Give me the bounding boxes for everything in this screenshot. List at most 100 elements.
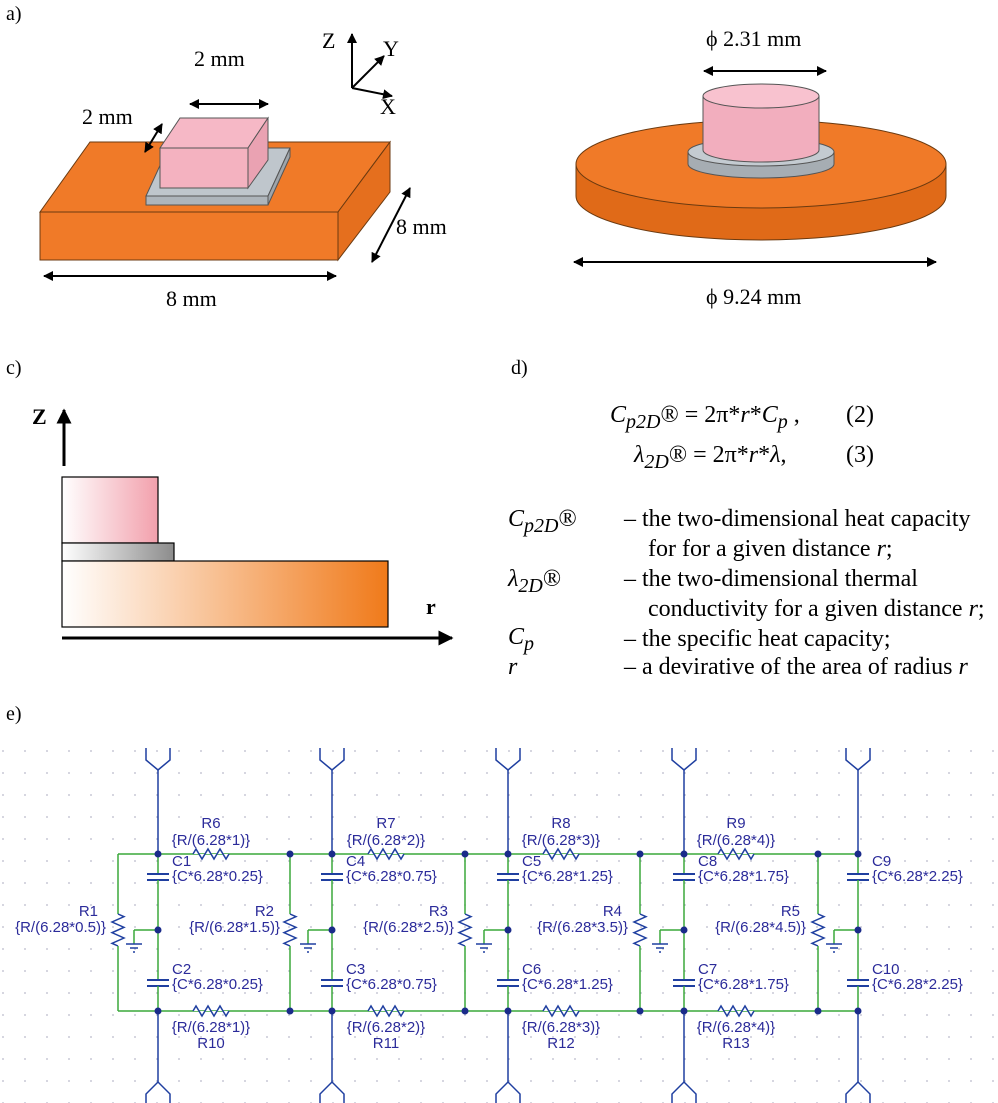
resistor-top-name: R6 bbox=[201, 815, 220, 832]
resistor-bottom-name: R11 bbox=[373, 1035, 399, 1052]
junction-dot bbox=[854, 926, 862, 934]
resistor-vertical-name: R1 bbox=[79, 903, 98, 920]
dim-depth-label: 8 mm bbox=[396, 214, 447, 239]
junction-dot bbox=[680, 926, 688, 934]
resistor-bottom-name: R13 bbox=[722, 1035, 750, 1052]
port-bottom bbox=[845, 1080, 871, 1103]
resistor-bottom-value: {R/(6.28*2)} bbox=[347, 1019, 425, 1036]
legend-symbol: Cp2D® bbox=[508, 506, 577, 537]
capacitor-bottom-name: C2 bbox=[172, 961, 191, 978]
resistor-vertical bbox=[457, 913, 473, 947]
junction-dot bbox=[328, 1007, 336, 1015]
schematic-grid bbox=[0, 732, 998, 1103]
resistor-top-value: {R/(6.28*1)} bbox=[172, 832, 250, 849]
dim-top-label: 2 mm bbox=[194, 46, 245, 71]
capacitor-top-name: C1 bbox=[172, 853, 191, 870]
dim-side-label: 2 mm bbox=[82, 104, 133, 129]
capacitor-bottom-value: {C*6.28*1.75} bbox=[698, 976, 789, 993]
junction-dot bbox=[854, 1007, 862, 1015]
equation-3-number: (3) bbox=[846, 442, 874, 468]
dim-depth-arrow bbox=[371, 187, 411, 263]
junction-dot bbox=[154, 926, 162, 934]
junction-dot bbox=[504, 1007, 512, 1015]
panel-a-block bbox=[39, 116, 391, 262]
equation-2: Cp2D® = 2π*r*Cp , bbox=[610, 402, 800, 433]
panel-c-r-label: r bbox=[426, 594, 436, 619]
capacitor-top-value: {C*6.28*1.75} bbox=[698, 868, 789, 885]
junction-dot bbox=[636, 850, 644, 858]
capacitor-bottom-value: {C*6.28*0.75} bbox=[346, 976, 437, 993]
resistor-top bbox=[367, 847, 405, 861]
junction-dot bbox=[504, 850, 512, 858]
resistor-bottom bbox=[192, 1004, 230, 1018]
port-top bbox=[145, 748, 171, 771]
panel-d-letter: d) bbox=[511, 357, 528, 379]
resistor-vertical-name: R2 bbox=[255, 903, 274, 920]
junction-dot bbox=[814, 1007, 822, 1015]
resistor-vertical bbox=[810, 913, 826, 947]
junction-dot bbox=[814, 850, 822, 858]
port-bottom bbox=[671, 1080, 697, 1103]
dim-side-arrow bbox=[144, 123, 163, 153]
port-top bbox=[319, 748, 345, 771]
capacitor-top-name: C4 bbox=[346, 853, 365, 870]
resistor-top-value: {R/(6.28*4)} bbox=[697, 832, 775, 849]
resistor-top-name: R7 bbox=[376, 815, 395, 832]
junction-dot bbox=[154, 850, 162, 858]
junction-dot bbox=[328, 850, 336, 858]
resistor-bottom bbox=[717, 1004, 755, 1018]
port-top bbox=[495, 748, 521, 771]
panel-c-cross-section bbox=[61, 476, 389, 628]
resistor-vertical bbox=[632, 913, 648, 947]
capacitor-bottom-name: C10 bbox=[872, 961, 900, 978]
junction-dot bbox=[286, 1007, 294, 1015]
resistor-bottom bbox=[542, 1004, 580, 1018]
capacitor-bottom-name: C3 bbox=[346, 961, 365, 978]
dim-bottom-diameter-label: ϕ 9.24 mm bbox=[706, 284, 801, 309]
capacitor-bottom-name: C6 bbox=[522, 961, 541, 978]
resistor-top-name: R9 bbox=[726, 815, 745, 832]
junction-dot bbox=[504, 926, 512, 934]
junction-dot bbox=[461, 1007, 469, 1015]
dim-width-label: 8 mm bbox=[166, 286, 217, 311]
resistor-bottom bbox=[367, 1004, 405, 1018]
capacitor-bottom-value: {C*6.28*2.25} bbox=[872, 976, 963, 993]
capacitor-top-value: {C*6.28*1.25} bbox=[522, 868, 613, 885]
resistor-top bbox=[717, 847, 755, 861]
resistor-bottom-name: R12 bbox=[547, 1035, 575, 1052]
resistor-bottom-value: {R/(6.28*3)} bbox=[522, 1019, 600, 1036]
capacitor-bottom-name: C7 bbox=[698, 961, 717, 978]
port-top bbox=[671, 748, 697, 771]
capacitor-top-name: C8 bbox=[698, 853, 717, 870]
capacitor-top-name: C9 bbox=[872, 853, 891, 870]
legend-desc: – the two-dimensional heat capacity bbox=[624, 506, 971, 532]
resistor-vertical-name: R3 bbox=[429, 903, 448, 920]
panel-c-letter: c) bbox=[6, 357, 22, 379]
resistor-bottom-value: {R/(6.28*4)} bbox=[697, 1019, 775, 1036]
resistor-vertical-name: R5 bbox=[781, 903, 800, 920]
junction-dot bbox=[154, 1007, 162, 1015]
resistor-bottom-value: {R/(6.28*1)} bbox=[172, 1019, 250, 1036]
panel-c-z-label: Z bbox=[32, 404, 47, 429]
resistor-vertical-value: {R/(6.28*0.5)} bbox=[15, 919, 106, 936]
resistor-top bbox=[542, 847, 580, 861]
junction-dot bbox=[680, 850, 688, 858]
legend-symbol: λ2D® bbox=[508, 566, 562, 597]
panel-b-cylinder bbox=[575, 83, 947, 241]
junction-dot bbox=[680, 1007, 688, 1015]
resistor-vertical bbox=[282, 913, 298, 947]
equation-3: λ2D® = 2π*r*λ, bbox=[634, 442, 787, 473]
equation-2-number: (2) bbox=[846, 402, 874, 428]
resistor-vertical-name: R4 bbox=[603, 903, 622, 920]
junction-dot bbox=[636, 1007, 644, 1015]
capacitor-top-value: {C*6.28*2.25} bbox=[872, 868, 963, 885]
resistor-vertical-value: {R/(6.28*2.5)} bbox=[363, 919, 454, 936]
axis-x-label: X bbox=[380, 94, 396, 119]
panel-e-letter: e) bbox=[6, 703, 22, 725]
resistor-vertical bbox=[110, 913, 126, 947]
xyz-axes bbox=[347, 33, 393, 100]
axis-z-label: Z bbox=[322, 28, 335, 53]
junction-dot bbox=[854, 850, 862, 858]
resistor-vertical-value: {R/(6.28*3.5)} bbox=[537, 919, 628, 936]
